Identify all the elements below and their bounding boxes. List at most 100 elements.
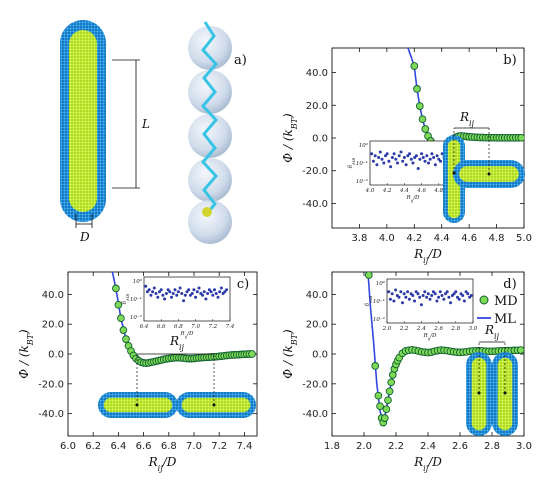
md-point bbox=[516, 346, 524, 354]
inset-point bbox=[457, 297, 461, 301]
md-point bbox=[415, 102, 424, 110]
inset-point bbox=[401, 301, 404, 305]
inset-point bbox=[404, 163, 408, 167]
separation-annotation: Rij bbox=[484, 323, 500, 341]
inset-point bbox=[435, 299, 439, 303]
inset-point bbox=[418, 295, 422, 299]
inset-point bbox=[442, 297, 446, 301]
md-point bbox=[117, 314, 125, 323]
inset-point bbox=[197, 286, 201, 290]
inset-y-axis-label: δMB bbox=[122, 294, 130, 304]
y-axis-label: Φ / (kBT) bbox=[281, 113, 299, 163]
inset-point bbox=[170, 295, 173, 299]
x-tick-label: 1.8 bbox=[324, 441, 340, 452]
inset-x-tick-label: 6.6 bbox=[157, 324, 166, 330]
inset-y-tick-label: 10⁻¹ bbox=[373, 298, 385, 305]
x-tick-label: 2.0 bbox=[356, 441, 372, 452]
legend-md-label: MD bbox=[494, 294, 518, 309]
inset-point bbox=[182, 299, 186, 303]
y-tick-label: 20.0 bbox=[42, 320, 64, 331]
inset-point bbox=[397, 295, 401, 299]
x-tick-label: 2.8 bbox=[484, 441, 500, 452]
x-tick-label: 4.2 bbox=[406, 233, 422, 244]
inset-y-tick-label: 10⁻² bbox=[130, 314, 142, 321]
inset-point bbox=[396, 161, 399, 165]
y-tick-label: -40.0 bbox=[38, 409, 64, 420]
inset-point bbox=[385, 152, 389, 156]
panel-d-rods: Rij bbox=[466, 323, 518, 436]
inset-point bbox=[431, 290, 435, 294]
inset-y-axis-label: δMB bbox=[348, 158, 356, 168]
rod-core bbox=[69, 30, 97, 212]
inset-point bbox=[419, 303, 423, 307]
inset-point bbox=[447, 295, 451, 299]
panel-d-chart: 1.8 2.0 2.2 2.4 2.6 2.8 3.0 40.0 20.0 0.0 -20.0 -40… bbox=[281, 271, 532, 473]
y-tick-label: -20.0 bbox=[302, 379, 328, 390]
y-tick-label: 20.0 bbox=[306, 101, 328, 112]
md-point bbox=[517, 133, 524, 142]
inset-y-tick-label: 10⁻¹ bbox=[130, 296, 142, 303]
inset-point bbox=[406, 290, 410, 294]
y-tick-label: -40.0 bbox=[302, 409, 328, 420]
y-tick-label: 0.0 bbox=[312, 350, 328, 361]
y-tick-label: -20.0 bbox=[38, 379, 64, 390]
inset-point bbox=[387, 159, 391, 163]
inset-point bbox=[195, 290, 199, 294]
md-point bbox=[413, 85, 421, 93]
md-point bbox=[112, 284, 120, 293]
inset-point bbox=[399, 290, 403, 294]
inset-point bbox=[438, 290, 442, 294]
md-point bbox=[380, 414, 389, 422]
inset-point bbox=[201, 293, 204, 297]
panel-c-chart: 6.0 6.2 6.4 6.6 6.8 7.0 7.2 7.4 40.0 20.0 0.0 -20.0… bbox=[17, 271, 258, 473]
inset-x-tick-label: 4.8 bbox=[433, 188, 443, 194]
inset-point bbox=[399, 150, 403, 154]
inset-point bbox=[151, 290, 155, 294]
separation-annotation: Rij bbox=[169, 334, 185, 352]
inset-point bbox=[449, 301, 453, 305]
panel-label: d) bbox=[503, 277, 516, 292]
inset-point bbox=[183, 293, 187, 297]
inset-x-tick-label: 7.4 bbox=[226, 324, 235, 330]
md-point bbox=[385, 387, 394, 396]
inset-y-tick-label: 10⁰ bbox=[359, 142, 369, 149]
inset-point bbox=[161, 293, 165, 297]
inset-point bbox=[425, 154, 429, 158]
x-axis-label: Rij/D bbox=[413, 455, 442, 473]
inset-point bbox=[406, 154, 410, 158]
inset-point bbox=[409, 157, 413, 161]
md-point bbox=[119, 326, 128, 334]
inset-point bbox=[401, 159, 405, 163]
inset-x-tick-label: 3.0 bbox=[469, 326, 478, 332]
inset-point bbox=[392, 299, 396, 303]
inset-y-tick-label: 10⁰ bbox=[133, 278, 143, 285]
inset-x-tick-label: 7.2 bbox=[208, 324, 217, 330]
inset-point bbox=[178, 286, 182, 290]
x-tick-label: 3.0 bbox=[516, 441, 532, 452]
x-tick-label: 6.6 bbox=[136, 441, 152, 452]
md-point bbox=[384, 396, 392, 405]
inset-point bbox=[469, 294, 473, 297]
inset-x-tick-label: 4.2 bbox=[382, 188, 392, 194]
plot-area bbox=[111, 272, 256, 368]
inset-x-axis-label: Rij/D bbox=[406, 195, 421, 203]
inset-point bbox=[371, 159, 375, 163]
inset-x-tick-label: 6.4 bbox=[140, 324, 149, 330]
inset-point bbox=[428, 157, 432, 161]
inset-error-plot: 2.0 2.2 2.4 2.6 2.8 3.0 10⁰ 10⁻¹ 10⁻² Rij/D δMB bbox=[365, 278, 478, 341]
x-tick-label: 4.6 bbox=[461, 233, 477, 244]
inset-point bbox=[408, 152, 412, 156]
x-tick-label: 6.0 bbox=[60, 441, 76, 452]
separation-annotation: Rij bbox=[459, 110, 475, 128]
x-tick-label: 7.4 bbox=[236, 441, 252, 452]
rod-right bbox=[176, 392, 256, 418]
md-point bbox=[387, 378, 396, 387]
x-tick-label: 3.8 bbox=[351, 233, 367, 244]
inset-point bbox=[149, 293, 153, 297]
md-point bbox=[382, 405, 391, 414]
inset-point bbox=[416, 292, 420, 296]
inset-point bbox=[225, 288, 229, 292]
inset-point bbox=[445, 290, 449, 294]
